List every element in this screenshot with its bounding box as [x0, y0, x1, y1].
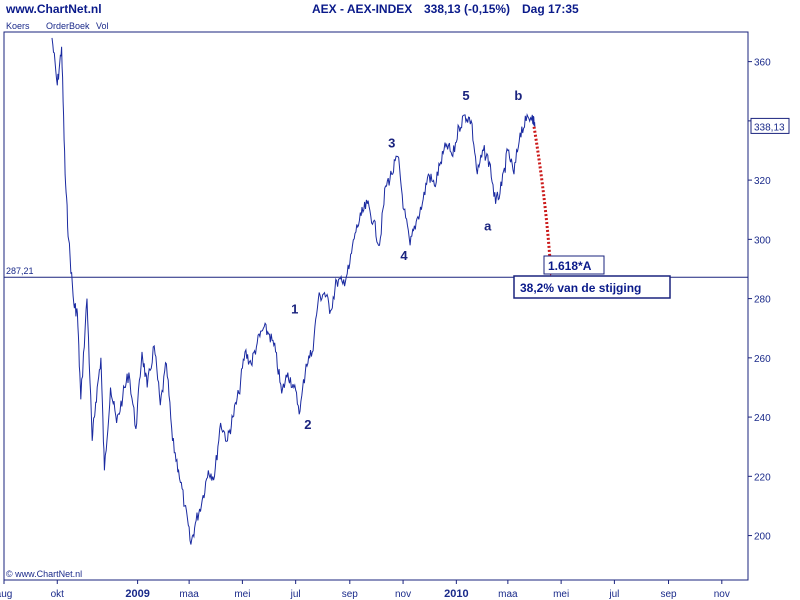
y-tick-label: 260 — [754, 354, 771, 365]
projection-arrow — [532, 126, 553, 269]
y-tick-label: 220 — [754, 472, 771, 483]
y-tick-label: 300 — [754, 235, 771, 246]
wave-label-2: 2 — [304, 417, 311, 432]
retrace-box-label: 38,2% van de stijging — [520, 281, 641, 295]
fib-box-label: 1.618*A — [548, 259, 592, 273]
y-axis: 200 220 240 260 280 300 320 360 — [748, 58, 771, 543]
wave-label-1: 1 — [291, 301, 298, 316]
fib-box — [543, 255, 605, 275]
price-series — [51, 37, 536, 545]
x-tick-label: mei — [234, 589, 250, 600]
x-tick-label: sep — [342, 589, 359, 600]
tab-vol[interactable]: Vol — [96, 21, 109, 31]
price-line — [51, 37, 536, 545]
x-tick-label: nov — [714, 589, 730, 600]
support-line-label: 287,21 — [6, 266, 34, 276]
y-tick-label: 200 — [754, 532, 771, 543]
y-tick-label: 240 — [754, 413, 771, 424]
tab-orderboek[interactable]: OrderBoek — [46, 21, 90, 31]
last-price-label: 338,13 — [754, 122, 785, 133]
x-tick-label: jul — [608, 589, 619, 600]
x-tick-label: mei — [553, 589, 569, 600]
wave-labels: 1 2 3 4 5 a b — [291, 88, 522, 432]
plot-frame — [3, 31, 749, 581]
quote-text: 338,13 (-0,15%) — [424, 2, 510, 16]
x-tick-label: maa — [498, 589, 518, 600]
x-tick-label: 2010 — [444, 588, 468, 600]
x-tick-label: maa — [179, 589, 199, 600]
period-text: Dag 17:35 — [522, 2, 579, 16]
x-tick-label: nov — [395, 589, 411, 600]
watermark: © www.ChartNet.nl — [6, 569, 82, 579]
wave-label-a: a — [484, 218, 492, 233]
x-tick-label: jul — [290, 589, 301, 600]
x-tick-label: okt — [51, 589, 65, 600]
wave-label-3: 3 — [388, 136, 395, 151]
tab-koers[interactable]: Koers — [6, 21, 30, 31]
retrace-box — [513, 275, 671, 299]
last-price-tag — [750, 117, 790, 134]
y-tick-label: 360 — [754, 58, 771, 69]
x-tick-label: aug — [0, 589, 12, 600]
x-tick-label: 2009 — [125, 588, 149, 600]
y-tick-label: 280 — [754, 295, 771, 306]
chart-title: AEX - AEX-INDEX — [312, 2, 412, 16]
wave-label-5: 5 — [462, 88, 469, 103]
wave-label-4: 4 — [400, 248, 408, 263]
y-tick-label: 320 — [754, 176, 771, 187]
site-title[interactable]: www.ChartNet.nl — [5, 2, 102, 16]
wave-label-b: b — [514, 88, 522, 103]
x-tick-label: sep — [660, 589, 677, 600]
x-axis: aug okt 2009 maa mei jul sep nov 2010 maa mei jul se… — [0, 580, 730, 600]
